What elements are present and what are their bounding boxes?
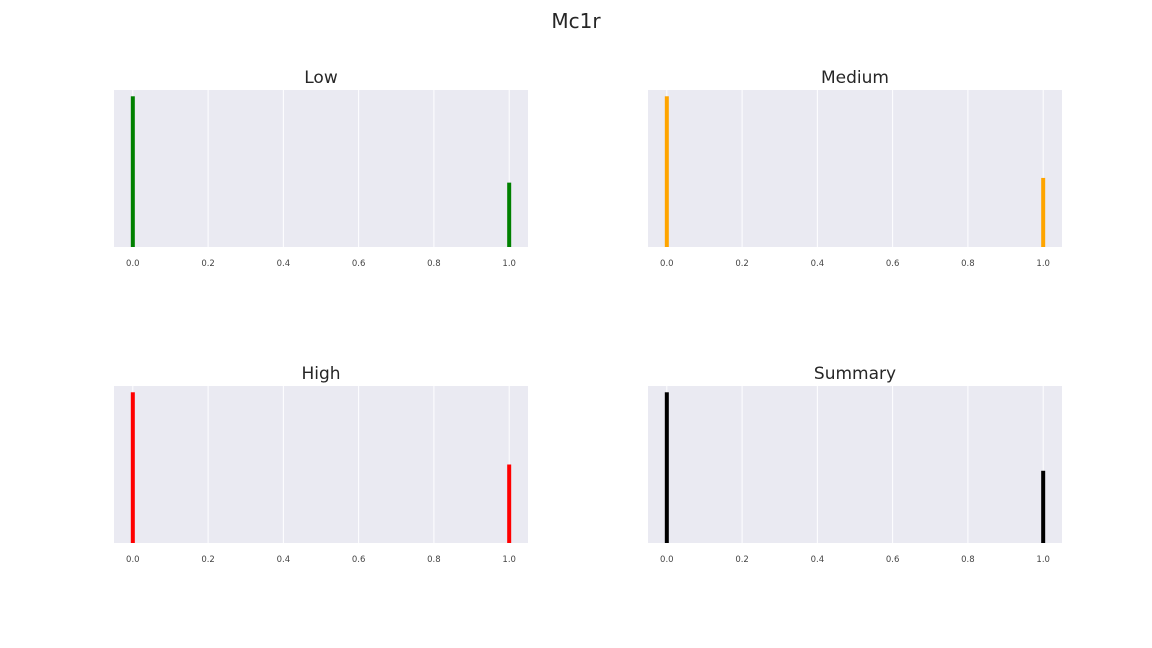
x-tick-label: 0.4 bbox=[811, 555, 825, 565]
x-tick-label: 0.8 bbox=[427, 259, 441, 269]
x-tick-label: 0.4 bbox=[277, 555, 291, 565]
x-tick-label: 0.6 bbox=[886, 259, 900, 269]
x-tick-label: 1.0 bbox=[1036, 259, 1050, 269]
bar bbox=[507, 464, 512, 543]
x-tick-label: 0.0 bbox=[126, 555, 140, 565]
plot-area bbox=[648, 386, 1062, 543]
x-tick-label: 0.0 bbox=[126, 259, 140, 269]
plot-area bbox=[648, 90, 1062, 247]
x-tick-label: 0.4 bbox=[811, 259, 825, 269]
x-tick-label: 0.0 bbox=[660, 259, 674, 269]
x-tick-label: 1.0 bbox=[1036, 555, 1050, 565]
bar bbox=[507, 182, 512, 247]
panel-title: High bbox=[301, 364, 340, 384]
x-tick-label: 0.2 bbox=[735, 555, 749, 565]
x-tick-label: 0.0 bbox=[660, 555, 674, 565]
panel-title: Low bbox=[304, 68, 338, 88]
plot-area bbox=[114, 386, 528, 543]
x-tick-label: 1.0 bbox=[502, 259, 516, 269]
panel-medium: 0.0 0.2 0.4 0.6 0.8 1.0 Medium bbox=[648, 68, 1062, 269]
x-tick-label: 0.8 bbox=[427, 555, 441, 565]
x-tick-label: 0.4 bbox=[277, 259, 291, 269]
bar bbox=[130, 392, 135, 543]
x-tick-label: 0.8 bbox=[961, 259, 975, 269]
bar bbox=[130, 96, 135, 247]
x-tick-label: 0.2 bbox=[201, 259, 215, 269]
x-tick-label: 0.2 bbox=[201, 555, 215, 565]
x-tick-label: 0.8 bbox=[961, 555, 975, 565]
plot-area bbox=[114, 90, 528, 247]
x-tick-label: 0.6 bbox=[352, 259, 366, 269]
panel-low: 0.0 0.2 0.4 0.6 0.8 1.0 Low bbox=[114, 68, 528, 269]
bar bbox=[1041, 177, 1046, 247]
panel-high: 0.0 0.2 0.4 0.6 0.8 1.0 High bbox=[114, 364, 528, 565]
bar bbox=[1041, 470, 1046, 543]
x-tick-label: 0.6 bbox=[352, 555, 366, 565]
x-tick-label: 0.2 bbox=[735, 259, 749, 269]
x-tick-label: 0.6 bbox=[886, 555, 900, 565]
panel-summary: 0.0 0.2 0.4 0.6 0.8 1.0 Summary bbox=[648, 364, 1062, 565]
x-tick-label: 1.0 bbox=[502, 555, 516, 565]
bar bbox=[664, 392, 669, 543]
panel-title: Summary bbox=[814, 364, 896, 384]
panel-title: Medium bbox=[821, 68, 889, 88]
bar bbox=[664, 96, 669, 247]
figure-title: Mc1r bbox=[551, 9, 601, 33]
